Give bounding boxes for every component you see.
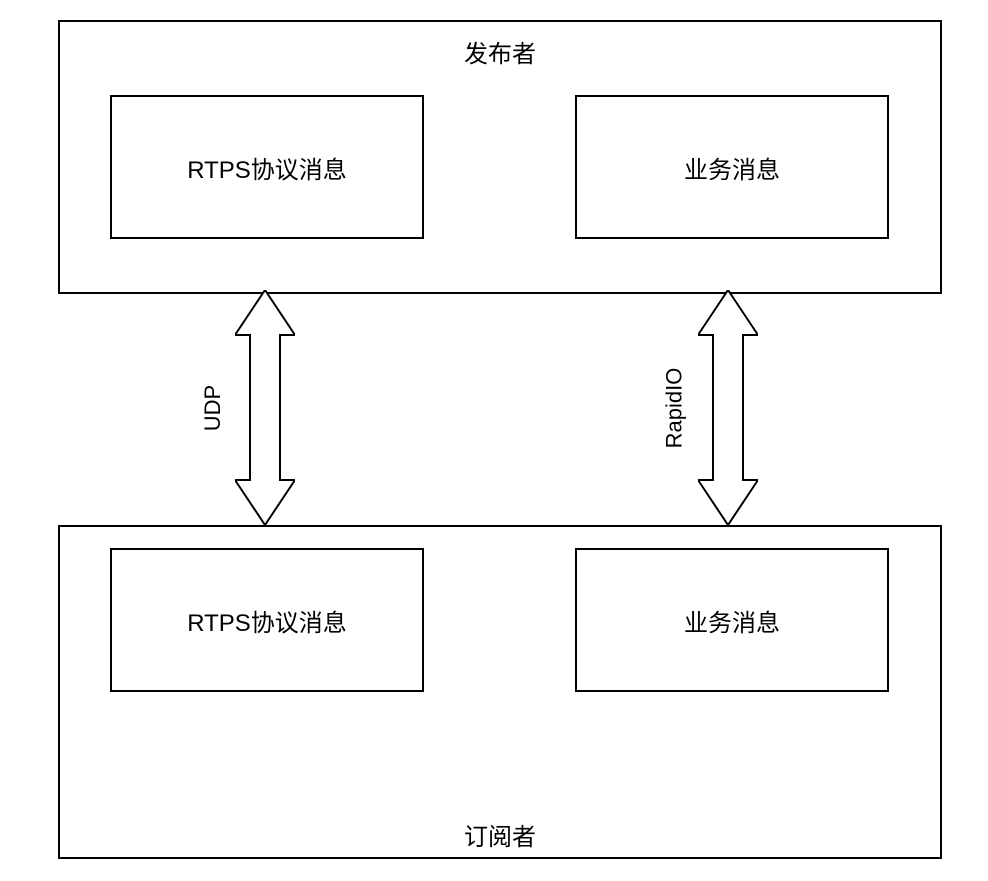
publisher-business-label: 业务消息 [684, 150, 780, 185]
publisher-title: 发布者 [60, 34, 940, 69]
rapidio-arrow-label: RapidIO [661, 368, 687, 449]
udp-arrow-svg [235, 290, 295, 525]
rapidio-arrow [698, 290, 758, 525]
subscriber-business-box: 业务消息 [575, 548, 889, 692]
rapidio-arrow-svg [698, 290, 758, 525]
subscriber-rtps-box: RTPS协议消息 [110, 548, 424, 692]
diagram-canvas: 发布者 RTPS协议消息 业务消息 订阅者 RTPS协议消息 业务消息 UDP … [0, 0, 988, 881]
publisher-rtps-box: RTPS协议消息 [110, 95, 424, 239]
subscriber-title: 订阅者 [60, 817, 940, 852]
publisher-rtps-label: RTPS协议消息 [187, 150, 347, 185]
publisher-business-box: 业务消息 [575, 95, 889, 239]
udp-arrow-label: UDP [200, 385, 226, 431]
subscriber-business-label: 业务消息 [684, 603, 780, 638]
subscriber-rtps-label: RTPS协议消息 [187, 603, 347, 638]
udp-arrow [235, 290, 295, 525]
